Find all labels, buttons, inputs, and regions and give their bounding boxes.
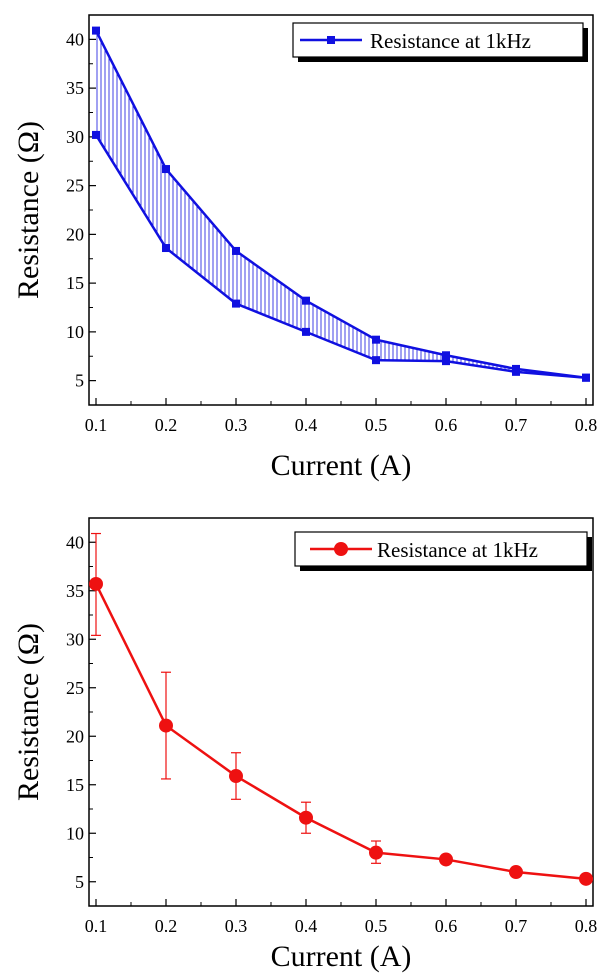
chart-top: 5 10 15 20 25 30 35 40 0.1 0.2 0.3 0.4 0.5 0.6 0.7 0.8… (12, 14, 598, 482)
legend-top: Resistance at 1kHz (292, 22, 588, 62)
mean-point (299, 810, 313, 825)
series-line-bottom (94, 583, 587, 881)
hatched-band (96, 30, 586, 378)
y-axis-label-bottom: Resistance (Ω) (12, 623, 45, 801)
y-tick-label: 25 (66, 678, 84, 698)
upper-point (232, 246, 240, 255)
x-tick-label: 0.4 (295, 916, 318, 936)
lower-point (162, 244, 170, 253)
series-markers-bottom (89, 576, 593, 886)
legend-label-top: Resistance at 1kHz (370, 29, 531, 53)
x-tick-label: 0.3 (225, 916, 248, 936)
x-tick-label: 0.7 (505, 415, 528, 435)
x-tick-label: 0.4 (295, 415, 318, 435)
x-ticks-bottom: 0.1 0.2 0.3 0.4 0.5 0.6 0.7 0.8 (85, 899, 598, 936)
x-tick-label: 0.1 (85, 916, 108, 936)
x-tick-label: 0.2 (155, 415, 178, 435)
x-tick-label: 0.8 (575, 916, 598, 936)
legend-marker-top (327, 36, 335, 44)
mean-point (579, 871, 593, 886)
y-tick-label: 30 (66, 127, 84, 147)
mean-point (439, 852, 453, 867)
x-tick-label: 0.5 (365, 916, 388, 936)
mean-point (369, 845, 383, 860)
series-markers-top (92, 26, 590, 382)
y-tick-label: 40 (66, 29, 84, 49)
y-tick-label: 20 (66, 726, 84, 746)
y-tick-label: 20 (66, 224, 84, 244)
x-tick-label: 0.6 (435, 916, 458, 936)
plot-frame-bottom (88, 517, 594, 907)
x-tick-label: 0.7 (505, 916, 528, 936)
upper-point (302, 296, 310, 305)
y-ticks-bottom: 5 10 15 20 25 30 35 40 (66, 532, 96, 892)
x-tick-label: 0.2 (155, 916, 178, 936)
upper-point (92, 26, 100, 35)
x-tick-label: 0.3 (225, 415, 248, 435)
y-tick-label: 15 (66, 775, 84, 795)
lower-point (92, 130, 100, 139)
chart-bottom: 5 10 15 20 25 30 35 40 0.1 0.2 0.3 0.4 0.5 0.6 0.7 0.8… (12, 517, 598, 973)
y-tick-label: 30 (66, 629, 84, 649)
y-tick-label: 35 (66, 581, 84, 601)
series-lines-top (94, 30, 587, 379)
x-axis-label-top: Current (A) (271, 449, 412, 482)
x-tick-label: 0.6 (435, 415, 458, 435)
legend-label-bottom: Resistance at 1kHz (377, 538, 538, 562)
y-tick-label: 10 (66, 823, 84, 843)
x-axis-label-bottom: Current (A) (271, 940, 412, 973)
error-bars-bottom (91, 532, 381, 864)
upper-line (94, 30, 587, 379)
x-tick-label: 0.5 (365, 415, 388, 435)
mean-point (159, 718, 173, 733)
x-ticks-top: 0.1 0.2 0.3 0.4 0.5 0.6 0.7 0.8 (85, 398, 598, 435)
mean-point (229, 769, 243, 784)
band-top (96, 30, 586, 378)
y-tick-label: 35 (66, 78, 84, 98)
x-tick-label: 0.8 (575, 415, 598, 435)
upper-point (162, 165, 170, 174)
mean-point (89, 576, 103, 591)
mean-point (509, 865, 523, 880)
lower-line (94, 134, 587, 379)
y-tick-label: 5 (75, 872, 84, 892)
y-tick-label: 10 (66, 322, 84, 342)
y-axis-label-top: Resistance (Ω) (12, 121, 45, 299)
legend-marker-bottom (334, 542, 348, 556)
y-tick-label: 15 (66, 273, 84, 293)
mean-line (94, 583, 587, 881)
y-ticks-top: 5 10 15 20 25 30 35 40 (66, 29, 96, 391)
x-tick-label: 0.1 (85, 415, 108, 435)
upper-point (442, 351, 450, 360)
lower-point (512, 367, 520, 376)
lower-point (232, 299, 240, 308)
lower-point (302, 327, 310, 336)
upper-point (372, 335, 380, 344)
lower-point (442, 357, 450, 366)
y-tick-label: 40 (66, 532, 84, 552)
lower-point (582, 373, 590, 382)
y-tick-label: 5 (75, 371, 84, 391)
y-tick-label: 25 (66, 176, 84, 196)
legend-bottom: Resistance at 1kHz (294, 531, 592, 571)
lower-point (372, 356, 380, 365)
